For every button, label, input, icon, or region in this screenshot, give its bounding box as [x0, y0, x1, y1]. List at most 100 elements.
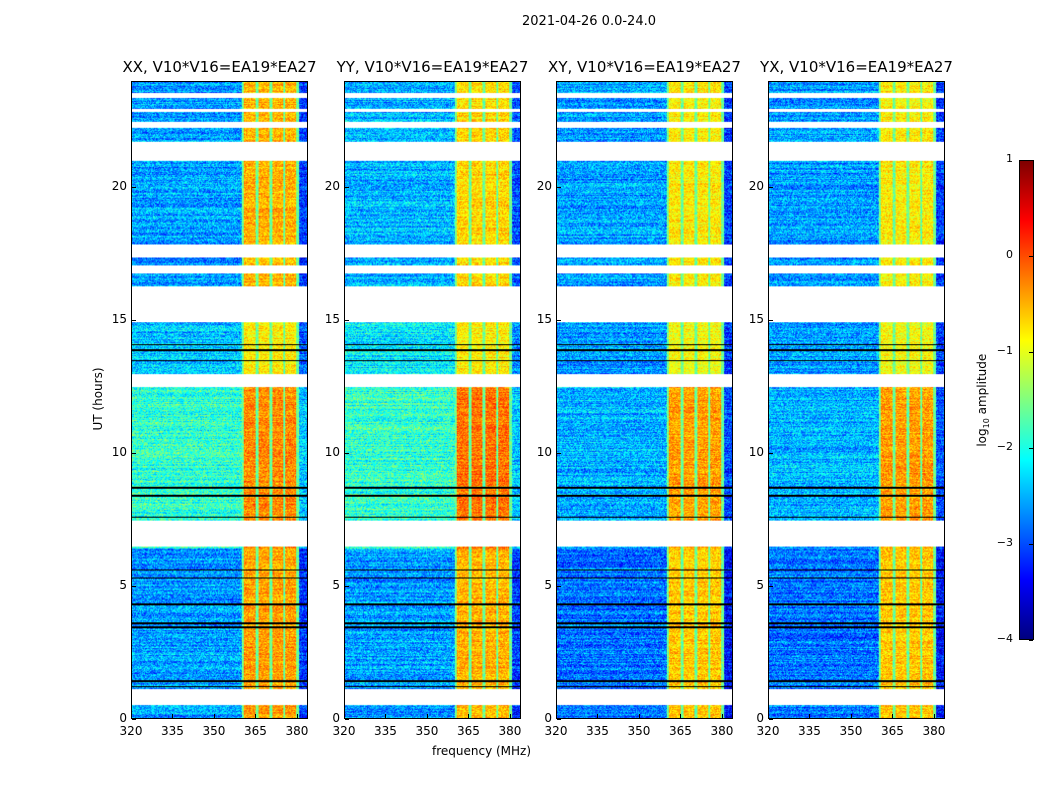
- x-tick-mark: [131, 714, 132, 718]
- x-tick-label: 320: [119, 724, 143, 738]
- y-tick-label: 0: [332, 711, 340, 725]
- y-tick-label: 15: [748, 312, 764, 327]
- colorbar-label-rest: amplitude: [974, 353, 989, 419]
- panel-title: XY, V10*V16=EA19*EA27: [548, 58, 741, 76]
- x-tick-mark: [597, 714, 599, 718]
- y-tick-label: 20: [324, 179, 340, 194]
- y-tick-mark: [345, 453, 349, 455]
- y-tick-label: 20: [748, 179, 764, 194]
- y-tick-mark: [557, 320, 561, 322]
- panel-title: XX, V10*V16=EA19*EA27: [122, 58, 317, 76]
- heatmap-panel-2: [556, 81, 733, 719]
- colorbar-tick-mark: [1029, 544, 1033, 545]
- heatmap-image: [345, 82, 520, 718]
- y-tick-mark: [769, 187, 773, 189]
- y-tick-mark: [132, 187, 136, 189]
- x-tick-label: 365: [244, 724, 267, 738]
- figure-title: 2021-04-26 0.0-24.0: [522, 14, 656, 29]
- y-tick-label: 0: [119, 711, 127, 725]
- colorbar-tick-mark: [1029, 256, 1033, 257]
- x-tick-mark: [721, 714, 723, 718]
- x-tick-label: 365: [669, 724, 692, 738]
- x-axis-label: frequency (MHz): [432, 744, 532, 758]
- x-tick-mark: [768, 714, 769, 718]
- x-tick-mark: [892, 714, 894, 718]
- y-tick-label: 20: [111, 179, 127, 194]
- heatmap-panel-1: [344, 81, 521, 719]
- x-tick-label: 380: [922, 724, 946, 738]
- x-tick-mark: [638, 714, 640, 718]
- x-tick-label: 365: [881, 724, 904, 738]
- y-tick-label: 0: [756, 711, 764, 725]
- y-tick-mark: [557, 187, 561, 189]
- x-tick-mark: [255, 714, 257, 718]
- x-tick-label: 380: [285, 724, 309, 738]
- colorbar-tick-mark: [1029, 448, 1033, 449]
- y-tick-mark: [132, 719, 136, 720]
- colorbar-tick-label: −1: [996, 344, 1013, 357]
- heatmap-image: [769, 82, 944, 718]
- colorbar-tick-mark: [1029, 352, 1033, 353]
- y-tick-label: 15: [324, 312, 340, 327]
- x-tick-mark: [344, 714, 345, 718]
- colorbar-tick-label: 1: [1006, 152, 1013, 165]
- x-tick-label: 335: [586, 724, 609, 738]
- y-tick-mark: [769, 586, 773, 588]
- y-tick-mark: [557, 719, 561, 720]
- x-tick-label: 320: [332, 724, 356, 738]
- y-axis-label: UT (hours): [91, 367, 105, 431]
- y-tick-mark: [769, 719, 773, 720]
- y-tick-label: 10: [536, 445, 552, 460]
- colorbar: [1019, 160, 1034, 640]
- x-tick-mark: [809, 714, 811, 718]
- y-tick-label: 20: [536, 179, 552, 194]
- heatmap-panel-0: [131, 81, 308, 719]
- colorbar-label-subscript: 10: [982, 418, 992, 429]
- x-tick-mark: [172, 714, 174, 718]
- x-tick-mark: [385, 714, 387, 718]
- panel-title: YY, V10*V16=EA19*EA27: [336, 58, 529, 76]
- x-tick-label: 335: [374, 724, 397, 738]
- x-tick-mark: [933, 714, 935, 718]
- colorbar-label: log10 amplitude: [975, 345, 991, 455]
- colorbar-tick-label: −3: [996, 536, 1013, 549]
- colorbar-tick-label: −2: [996, 440, 1013, 453]
- x-tick-mark: [296, 714, 298, 718]
- colorbar-tick-label: 0: [1006, 248, 1013, 261]
- x-tick-mark: [850, 714, 852, 718]
- x-tick-label: 365: [457, 724, 480, 738]
- y-tick-mark: [769, 453, 773, 455]
- y-tick-mark: [345, 586, 349, 588]
- y-tick-label: 10: [748, 445, 764, 460]
- y-tick-mark: [769, 320, 773, 322]
- x-tick-label: 320: [544, 724, 568, 738]
- colorbar-tick-mark: [1029, 640, 1033, 641]
- x-tick-label: 335: [798, 724, 821, 738]
- y-tick-label: 10: [324, 445, 340, 460]
- colorbar-tick-mark: [1029, 160, 1033, 161]
- x-tick-label: 350: [415, 724, 439, 738]
- heatmap-panel-3: [768, 81, 945, 719]
- x-tick-label: 380: [710, 724, 734, 738]
- x-tick-mark: [556, 714, 557, 718]
- x-tick-mark: [680, 714, 682, 718]
- panel-title: YX, V10*V16=EA19*EA27: [760, 58, 953, 76]
- heatmap-image: [557, 82, 732, 718]
- y-tick-mark: [557, 586, 561, 588]
- y-tick-label: 5: [544, 578, 552, 593]
- y-tick-mark: [345, 719, 349, 720]
- x-tick-mark: [509, 714, 511, 718]
- x-tick-label: 335: [161, 724, 184, 738]
- x-tick-mark: [426, 714, 428, 718]
- x-tick-label: 380: [498, 724, 522, 738]
- y-tick-label: 5: [332, 578, 340, 593]
- y-tick-mark: [557, 453, 561, 455]
- x-tick-label: 350: [839, 724, 863, 738]
- x-tick-label: 320: [756, 724, 780, 738]
- colorbar-tick-label: −4: [996, 632, 1013, 645]
- y-tick-label: 10: [111, 445, 127, 460]
- y-tick-mark: [132, 453, 136, 455]
- x-tick-mark: [468, 714, 470, 718]
- y-tick-mark: [132, 320, 136, 322]
